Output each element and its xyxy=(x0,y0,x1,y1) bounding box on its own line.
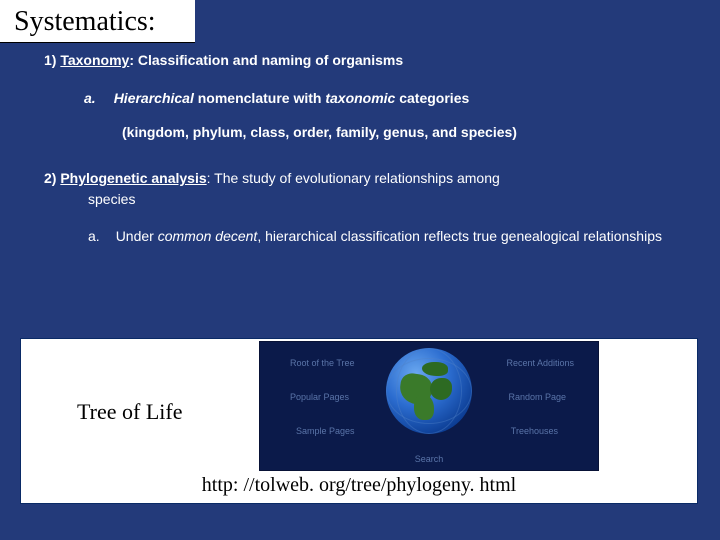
bullet-1-rest: : Classification and naming of organisms xyxy=(129,52,403,68)
bullet-2a: a. Under common decent, hierarchical clas… xyxy=(0,226,720,246)
caption-treehouses: Treehouses xyxy=(511,426,558,436)
bullet-2a-post: , hierarchical classification reflects t… xyxy=(257,228,662,244)
slide-body: 1) Taxonomy: Classification and naming o… xyxy=(0,52,720,246)
caption-sample: Sample Pages xyxy=(296,426,355,436)
tree-of-life-label: Tree of Life xyxy=(77,399,183,425)
bullet-2a-label: a. xyxy=(88,228,100,244)
bullet-2-num: 2) xyxy=(44,170,60,186)
bullet-2a-emph: common decent xyxy=(158,228,258,244)
bullet-1a-paren: (kingdom, phylum, class, order, family, … xyxy=(0,124,720,140)
bullet-1a-emph2: taxonomic xyxy=(325,90,395,106)
bullet-2-rest2: species xyxy=(44,189,680,210)
bullet-1-num: 1) xyxy=(44,52,60,68)
slide-title: Systematics: xyxy=(0,0,195,43)
bullet-1a: a. Hierarchical nomenclature with taxonom… xyxy=(0,90,720,106)
url-text: http: //tolweb. org/tree/phylogeny. html xyxy=(21,474,697,497)
caption-search: Search xyxy=(415,454,444,464)
bullet-1-keyword: Taxonomy xyxy=(60,52,129,68)
tree-of-life-panel: Tree of Life Root of the Tree Recent Add… xyxy=(20,338,698,504)
globe-box: Root of the Tree Recent Additions Popula… xyxy=(259,341,599,471)
globe-icon xyxy=(386,348,472,434)
bullet-1a-emph1: Hierarchical xyxy=(114,90,194,106)
bullet-1a-rest: categories xyxy=(395,90,469,106)
bullet-1a-mid: nomenclature with xyxy=(194,90,325,106)
bullet-2-rest1: : The study of evolutionary relationship… xyxy=(207,170,500,186)
bullet-2a-pre: Under xyxy=(116,228,158,244)
caption-popular: Popular Pages xyxy=(290,392,349,402)
caption-root: Root of the Tree xyxy=(290,358,355,368)
bullet-2-keyword: Phylogenetic analysis xyxy=(60,170,206,186)
caption-recent: Recent Additions xyxy=(506,358,574,368)
caption-random: Random Page xyxy=(508,392,566,402)
bullet-1: 1) Taxonomy: Classification and naming o… xyxy=(0,52,720,68)
bullet-2: 2) Phylogenetic analysis: The study of e… xyxy=(0,168,720,210)
bullet-1a-label: a. xyxy=(84,90,96,106)
